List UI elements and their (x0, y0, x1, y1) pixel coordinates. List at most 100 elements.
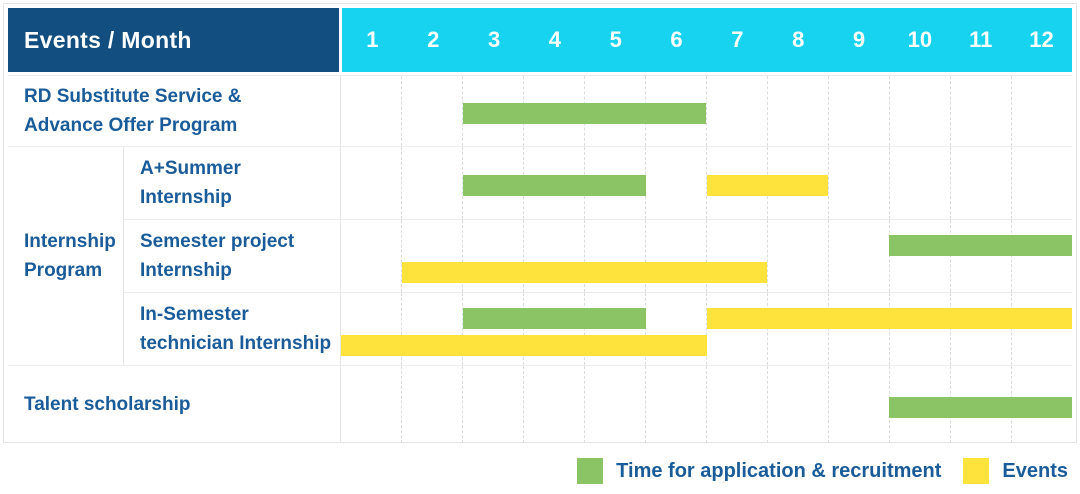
grid-cell (645, 147, 706, 219)
grid-cell (706, 220, 767, 292)
application-bar (462, 175, 646, 196)
month-header-row: 1 2 3 4 5 6 7 8 9 10 11 12 (342, 8, 1072, 72)
month-label-9: 9 (852, 27, 866, 52)
application-bar (462, 103, 707, 124)
month-label-10: 10 (907, 27, 933, 52)
grid-cell (523, 293, 584, 365)
group-row: Internship Program A+Summer Internship Semes… (8, 146, 1072, 365)
application-color-swatch (577, 458, 604, 484)
schedule-subrow: Semester project Internship (124, 219, 1072, 292)
grid-cell (584, 366, 645, 443)
grid-cell (706, 366, 767, 443)
grid-cell (462, 366, 523, 443)
month-label-8: 8 (792, 27, 805, 52)
month-label-4: 4 (548, 27, 562, 52)
grid-cell (341, 76, 401, 146)
grid-cell (401, 76, 462, 146)
grid-cell (950, 147, 1011, 219)
month-label-6: 6 (670, 27, 683, 52)
grid-cell (584, 293, 645, 365)
legend-item: Events (963, 458, 1068, 484)
grid-cell (401, 147, 462, 219)
grid-cell (341, 366, 401, 443)
grid-cell (462, 76, 523, 146)
row-track (341, 366, 1072, 443)
legend-label: Time for application & recruitment (616, 459, 942, 482)
grid-cell (950, 293, 1011, 365)
grid-cell (889, 76, 950, 146)
grid-cell (1011, 76, 1072, 146)
month-label-12: 12 (1029, 27, 1054, 52)
grid-cell (767, 293, 828, 365)
event-color-swatch (963, 458, 990, 484)
event-bar (706, 308, 1072, 329)
row-label: RD Substitute Service & Advance Offer Pro… (8, 76, 341, 146)
subrow-label: Semester project Internship (124, 220, 341, 292)
legend-label: Events (1002, 459, 1068, 482)
grid-cell (401, 366, 462, 443)
legend-item: Time for application & recruitment (577, 458, 941, 484)
grid-cell (341, 220, 401, 292)
month-label-3: 3 (487, 27, 501, 52)
grid-cell (1011, 147, 1072, 219)
schedule-table: Events / Month 1 2 3 4 5 6 7 8 9 10 11 12 RD Substi… (3, 3, 1077, 443)
grid-cell (401, 293, 462, 365)
application-bar (889, 235, 1072, 256)
group-label: Internship Program (8, 147, 124, 365)
subrow-label: In-Semester technician Internship (124, 293, 341, 365)
grid-cell (401, 220, 462, 292)
event-bar (401, 262, 768, 283)
month-label-5: 5 (609, 27, 622, 52)
grid-cell (462, 293, 523, 365)
event-bar (341, 335, 707, 356)
grid-cell (584, 220, 645, 292)
group-subrows: A+Summer Internship Semester project Intern… (124, 147, 1072, 365)
application-bar (462, 308, 646, 329)
grid-cell (767, 220, 828, 292)
grid-cell (523, 220, 584, 292)
grid-cell (341, 147, 401, 219)
grid-cell (523, 366, 584, 443)
grid-cell (645, 293, 706, 365)
row-label: Talent scholarship (8, 366, 341, 443)
grid-cell (645, 220, 706, 292)
subrow-label: A+Summer Internship (124, 147, 341, 219)
month-label-11: 11 (969, 27, 993, 52)
month-label-7: 7 (731, 27, 744, 52)
schedule-subrow: In-Semester technician Internship (124, 292, 1072, 365)
schedule-row: Talent scholarship (8, 365, 1072, 443)
month-label-2: 2 (427, 27, 440, 52)
grid-cell (1011, 220, 1072, 292)
schedule-row: RD Substitute Service & Advance Offer Pro… (8, 75, 1072, 146)
table-header: Events / Month 1 2 3 4 5 6 7 8 9 10 11 12 (8, 8, 1072, 72)
grid-cell (767, 366, 828, 443)
grid-cell (462, 147, 523, 219)
grid-cell (828, 76, 889, 146)
month-label-1: 1 (366, 27, 379, 52)
row-track (341, 147, 1072, 219)
grid-cell (828, 220, 889, 292)
grid-cell (706, 76, 767, 146)
row-track (341, 220, 1072, 292)
table-body: RD Substitute Service & Advance Offer Pro… (8, 75, 1072, 443)
grid-cell (645, 366, 706, 443)
event-bar (706, 175, 829, 196)
row-track (341, 76, 1072, 146)
grid-cell (1011, 293, 1072, 365)
grid-cell (828, 366, 889, 443)
grid-cell (950, 76, 1011, 146)
grid-cell (462, 220, 523, 292)
header-title-cell: Events / Month (8, 8, 339, 72)
grid-cell (950, 220, 1011, 292)
grid-cell (889, 293, 950, 365)
grid-cell (889, 147, 950, 219)
legend: Time for application & recruitment Events (555, 458, 1068, 484)
grid-cell (706, 293, 767, 365)
grid-cell (767, 76, 828, 146)
grid-cell (889, 220, 950, 292)
grid-cell (828, 293, 889, 365)
schedule-subrow: A+Summer Internship (124, 147, 1072, 219)
grid-cell (828, 147, 889, 219)
application-bar (889, 396, 1072, 418)
